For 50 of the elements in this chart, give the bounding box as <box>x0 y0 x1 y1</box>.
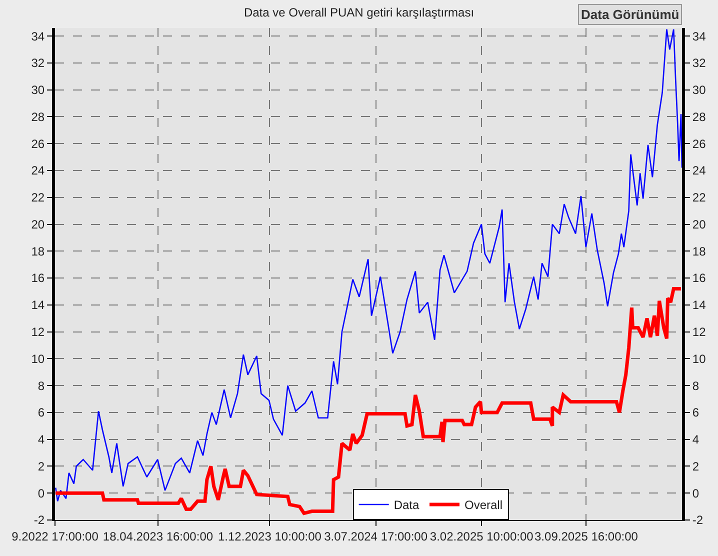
y-tick-label: -2 <box>34 513 45 528</box>
y2-tick-label: 12 <box>692 325 706 339</box>
y2-tick-label: 26 <box>692 136 706 151</box>
x-tick-label: 9.2022 17:00:00 <box>12 529 99 544</box>
y-tick-label: 26 <box>31 136 45 151</box>
y2-tick-label: 24 <box>692 164 706 178</box>
y-tick-label: 32 <box>31 56 45 70</box>
x-tick-label: 1.12.2023 10:00:00 <box>218 529 322 544</box>
y-tick-label: 12 <box>31 325 45 339</box>
y-tick-label: 18 <box>31 244 45 258</box>
y-tick-label: 20 <box>31 217 45 232</box>
x-tick-label: 3.02.2025 10:00:00 <box>430 529 534 544</box>
y2-tick-label: 14 <box>692 298 706 312</box>
y-tick-label: 6 <box>38 406 45 420</box>
x-tick-label: 3.07.2024 17:00:00 <box>324 529 428 544</box>
y2-tick-label: 10 <box>692 352 706 366</box>
y2-tick-label: 16 <box>692 271 706 286</box>
x-tick-label: 3.09.2025 16:00:00 <box>534 529 638 544</box>
y2-tick-label: 0 <box>692 486 700 500</box>
text: Data Görünümü <box>581 7 680 22</box>
y-tick-label: 10 <box>31 352 45 366</box>
y-tick-label: 14 <box>31 298 45 312</box>
y-tick-label: 30 <box>31 83 45 98</box>
chart-title: Data ve Overall PUAN getiri karşılaştırması <box>244 6 474 20</box>
y2-tick-label: -2 <box>692 513 704 528</box>
y2-tick-label: 28 <box>692 110 706 124</box>
y2-tick-label: 32 <box>692 56 706 70</box>
y2-tick-label: 4 <box>692 432 700 447</box>
y-tick-label: 22 <box>31 190 45 205</box>
y2-tick-label: 2 <box>692 459 700 474</box>
y-tick-label: 4 <box>38 432 45 447</box>
line-series <box>55 28 682 502</box>
y2-tick-label: 18 <box>692 244 706 258</box>
y-tick-label: 8 <box>38 378 45 393</box>
y2-tick-label: 34 <box>692 29 706 44</box>
y-tick-label: 16 <box>31 271 45 286</box>
y-tick-label: 28 <box>31 110 45 124</box>
x-tick-label: 18.04.2023 16:00:00 <box>102 529 214 544</box>
y2-tick-label: 6 <box>692 406 700 420</box>
y-tick-label: 0 <box>38 486 45 500</box>
y2-tick-label: 8 <box>692 378 700 393</box>
legend-label: Data <box>394 498 420 512</box>
y-tick-label: 34 <box>31 29 45 44</box>
y2-tick-label: 22 <box>692 190 706 205</box>
line-series <box>55 287 682 516</box>
y-tick-label: 2 <box>38 459 45 474</box>
y2-tick-label: 20 <box>692 217 706 232</box>
y-tick-label: 24 <box>31 164 45 178</box>
legend-label: Overall <box>464 498 503 512</box>
y2-tick-label: 30 <box>692 83 706 98</box>
